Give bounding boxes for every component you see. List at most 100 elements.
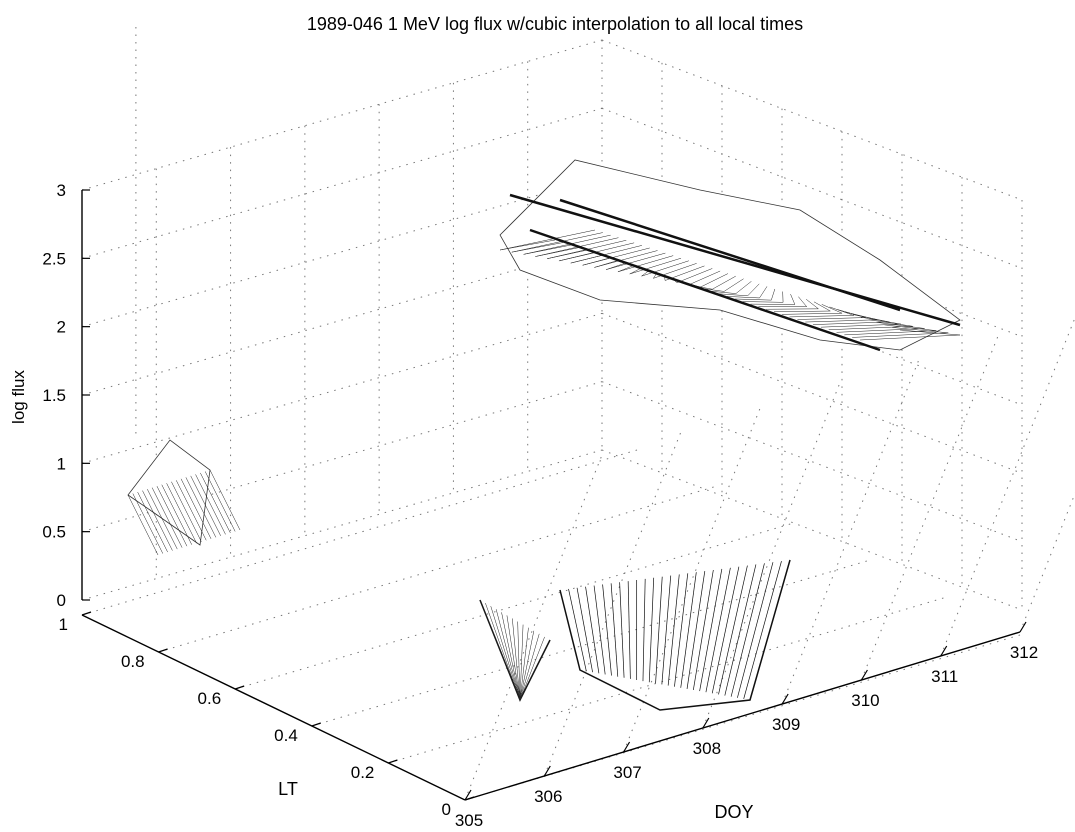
ridge-streak [509,193,961,327]
mesh-line [171,481,202,542]
mesh-line [485,602,521,701]
mesh-line [619,582,625,678]
mesh-line [185,477,217,538]
grid-line [81,176,603,328]
mesh-line [771,288,776,301]
ridge-streak [529,228,881,352]
lt-tick [311,722,321,727]
mesh-line [692,569,714,691]
doy-tick [940,645,948,657]
lt-tick-label: 0.2 [351,763,375,782]
grid-line [623,406,762,753]
grid-line [1019,492,1075,633]
grid-line [81,312,603,464]
mesh-line [642,578,646,682]
mesh-line [585,586,600,674]
mesh-line [499,239,556,251]
mesh-line [727,296,760,299]
mesh-line [517,621,521,701]
mesh-line [156,486,188,547]
mesh-line [512,618,521,701]
z-tick-label: 0.5 [42,523,66,542]
mesh-line [828,326,913,330]
mesh-line [723,278,744,292]
z-tick-label: 3 [57,181,66,200]
mesh-line [582,257,610,266]
mesh-line [137,491,168,553]
lt-tick [388,759,398,764]
lt-tick-label: 0.4 [274,726,298,745]
mesh-line [667,574,680,686]
z-tick-label: 2 [57,318,66,337]
mesh-line [805,299,819,310]
mesh-line [127,494,159,556]
mesh-line [506,615,521,701]
low-flux-wedge [127,439,211,546]
surface-mesh [127,159,961,711]
mesh-line [558,252,595,262]
lt-tick [464,796,475,801]
doy-tick [543,765,551,777]
mesh-line [602,584,612,676]
mesh-line [899,329,961,336]
mesh-line [798,296,807,307]
mesh-line [705,567,731,693]
doy-tick-label: 305 [455,811,483,830]
lt-tick-label: 0 [442,800,451,819]
mesh-line [641,260,689,277]
mesh-line [712,275,736,290]
axis-grid [81,27,1075,801]
mesh-line [519,639,551,701]
mesh-line [166,483,197,544]
mesh-line [711,566,740,694]
mesh-line [735,281,752,294]
mesh-line [703,288,725,292]
tick-labels: 0 0.5 1 1.5 2 2.5 3 0 0.2 0.4 0.6 0.8 1 305 306 307 308 3… [42,181,1038,830]
mesh-line [719,293,748,297]
mesh-line [700,273,729,288]
mesh-line [730,563,765,697]
mesh-line [852,332,949,338]
mesh-line [773,310,831,313]
mesh-line [132,493,164,554]
mesh-line [627,581,631,679]
mesh-line [781,312,843,315]
grid-line [158,486,714,653]
mesh-line [519,636,545,701]
mesh-line [606,262,626,270]
lt-tick [81,611,92,616]
mesh-line [629,267,642,275]
mesh-line [674,573,689,687]
mesh-line [734,298,772,301]
chart-title: 1989-046 1 MeV log flux w/cubic interpol… [307,14,803,34]
lt-axis-line [81,614,466,801]
mesh-line [790,294,796,305]
mesh-line [743,561,782,699]
grid-line [601,381,1023,543]
doy-tick-label: 308 [693,739,721,758]
mesh-line [511,232,603,253]
mesh-line [661,575,672,685]
mesh-line [747,283,760,296]
mesh-line [610,583,619,677]
mesh-line [499,229,596,251]
mesh-line [161,484,192,545]
mesh-line [629,257,682,275]
z-axis-label: log flux [9,370,28,424]
mesh-line [617,255,674,273]
mesh-line [711,291,736,294]
grid-line [601,449,1023,611]
mesh-line [523,244,571,255]
mesh-line [142,490,173,551]
mesh-line [749,559,791,701]
mesh-line [176,480,207,541]
grid-line [464,454,603,801]
mesh-line [868,319,913,327]
mesh-line [617,265,634,273]
grid-line [860,334,999,681]
mesh-line [829,306,854,316]
doy-tick [860,669,868,681]
mesh-line [724,564,757,696]
mesh-line [859,334,961,341]
